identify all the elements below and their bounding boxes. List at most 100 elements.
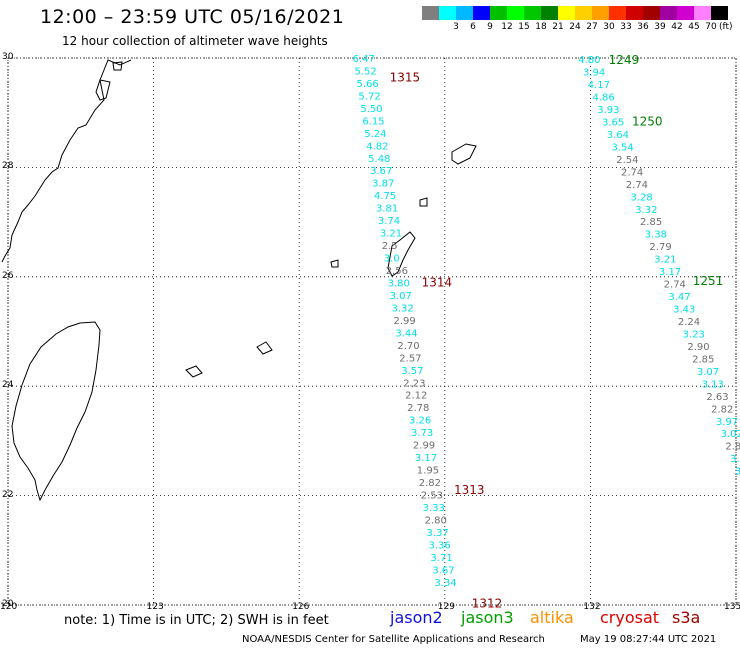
wave-height-value: 3.33	[423, 503, 445, 514]
legend-label: 12	[501, 22, 513, 32]
wave-height-value: 3.64	[607, 130, 629, 141]
wave-height-value: 3.97	[716, 417, 738, 428]
legend-label: 30	[603, 22, 615, 32]
latitude-label: 28	[2, 161, 14, 172]
coastline-china	[1, 59, 132, 263]
wave-height-value: 5.50	[360, 104, 382, 115]
pass-number-label: 1314	[422, 275, 453, 289]
legend-label: 42	[671, 22, 683, 32]
longitude-label: 135	[724, 602, 740, 612]
coastline-kume	[330, 259, 339, 268]
wave-height-value: 2.82	[725, 442, 740, 453]
wave-height-value: 4.86	[592, 93, 614, 104]
wave-height-value: 2.74	[621, 167, 643, 178]
longitude-label: 129	[437, 602, 455, 612]
wave-height-value: 2.23	[403, 378, 425, 389]
wave-height-value: 3.43	[673, 305, 695, 316]
legend-swatch	[643, 6, 660, 20]
legend-swatch	[439, 6, 456, 20]
legend-swatch	[473, 6, 490, 20]
wave-height-value: 3.67	[370, 166, 392, 177]
wave-height-value: 2.56	[386, 266, 408, 277]
lat-lon-grid	[7, 57, 737, 606]
wave-height-value: 2.12	[405, 391, 427, 402]
legend-unit: (ft)	[719, 22, 733, 32]
coastlines	[1, 59, 477, 502]
map-note: note: 1) Time is in UTC; 2) SWH is in fe…	[64, 613, 329, 628]
legend-swatch	[524, 6, 541, 20]
map-title: 12:00 – 23:59 UTC 05/16/2021	[40, 6, 345, 28]
wave-height-value: 5.48	[368, 154, 390, 165]
legend-swatch	[592, 6, 609, 20]
legend-swatch	[626, 6, 643, 20]
wave-height-value: 3.73	[411, 428, 433, 439]
wave-height-value: 2.74	[664, 280, 686, 291]
legend-label: 24	[569, 22, 581, 32]
longitude-label: 123	[146, 602, 164, 612]
legend-label: 15	[518, 22, 530, 32]
wave-height-value: 2.85	[640, 217, 662, 228]
wave-height-value: 5.24	[364, 129, 386, 140]
longitude-label: 132	[583, 602, 601, 612]
longitude-label: 126	[292, 602, 310, 612]
coastline-miyako	[256, 341, 273, 355]
legend-label: 6	[470, 22, 476, 32]
latitude-label: 24	[2, 380, 14, 391]
wave-height-value: 6.15	[362, 116, 384, 127]
legend-label: 36	[637, 22, 649, 32]
wave-height-value: 3.07	[697, 367, 719, 378]
wave-height-value: 3.80	[388, 278, 410, 289]
wave-height-value: 2.90	[687, 342, 709, 353]
wave-height-value: 2.82	[711, 404, 733, 415]
pass-number-label: 1250	[632, 114, 663, 128]
wave-height-value: 5.52	[355, 66, 377, 77]
altimeter-tracks: 6.475.525.665.725.506.155.244.825.483.67…	[353, 53, 740, 610]
wave-height-value: 3.07	[390, 291, 412, 302]
wave-height-value: 3.36	[428, 540, 450, 551]
legend-swatch	[609, 6, 626, 20]
satellite-name: jason2	[390, 608, 443, 627]
coastline-iriomote	[185, 365, 203, 378]
legend-label: 33	[620, 22, 632, 32]
wave-height-value: 2.80	[425, 515, 447, 526]
wave-height-value: 3.37	[427, 528, 449, 539]
wave-height-value: 3.93	[597, 105, 619, 116]
wave-height-value: 3.71	[430, 553, 452, 564]
wave-height-value: 2.99	[393, 316, 415, 327]
latitude-label: 26	[2, 270, 14, 281]
map-subtitle: 12 hour collection of altimeter wave hei…	[62, 34, 328, 48]
legend-label: 9	[487, 22, 493, 32]
pass-number-label: 1249	[609, 53, 640, 67]
wave-height-value: 2.99	[413, 441, 435, 452]
timestamp-text: May 19 08:27:44 UTC 2021	[580, 634, 717, 645]
wave-height-value: 3.67	[432, 565, 454, 576]
pass-number-label: 1313	[454, 483, 485, 497]
pass-number-label: 1251	[693, 274, 724, 288]
wave-height-value: 3.74	[378, 216, 400, 227]
wave-height-value: 2.54	[616, 155, 638, 166]
satellite-name: altika	[530, 608, 574, 627]
latitude-label: 30	[2, 52, 14, 62]
wave-height-value: 2.85	[692, 354, 714, 365]
legend-label: 27	[586, 22, 598, 32]
coastline-china-inlet	[95, 79, 111, 101]
wave-height-value: 3.81	[376, 204, 398, 215]
legend-swatch	[541, 6, 558, 20]
coastline-tokara	[419, 197, 428, 207]
wave-height-value: 4.80	[578, 55, 600, 66]
wave-height-value: 3.21	[654, 255, 676, 266]
legend-swatch	[660, 6, 677, 20]
legend-swatch	[694, 6, 711, 20]
latitude-label: 22	[2, 489, 14, 500]
wave-height-value: 3.6	[735, 467, 740, 478]
legend-swatch	[558, 6, 575, 20]
wave-height-value: 2.53	[421, 491, 443, 502]
pass-number-label: 1315	[390, 71, 421, 85]
coastline-taiwan	[11, 321, 101, 502]
wave-height-value: 3.44	[395, 328, 417, 339]
wave-height-value: 3.54	[611, 142, 633, 153]
legend-swatch	[490, 6, 507, 20]
legend-label: 45	[688, 22, 700, 32]
coastline-china-island	[112, 61, 123, 71]
